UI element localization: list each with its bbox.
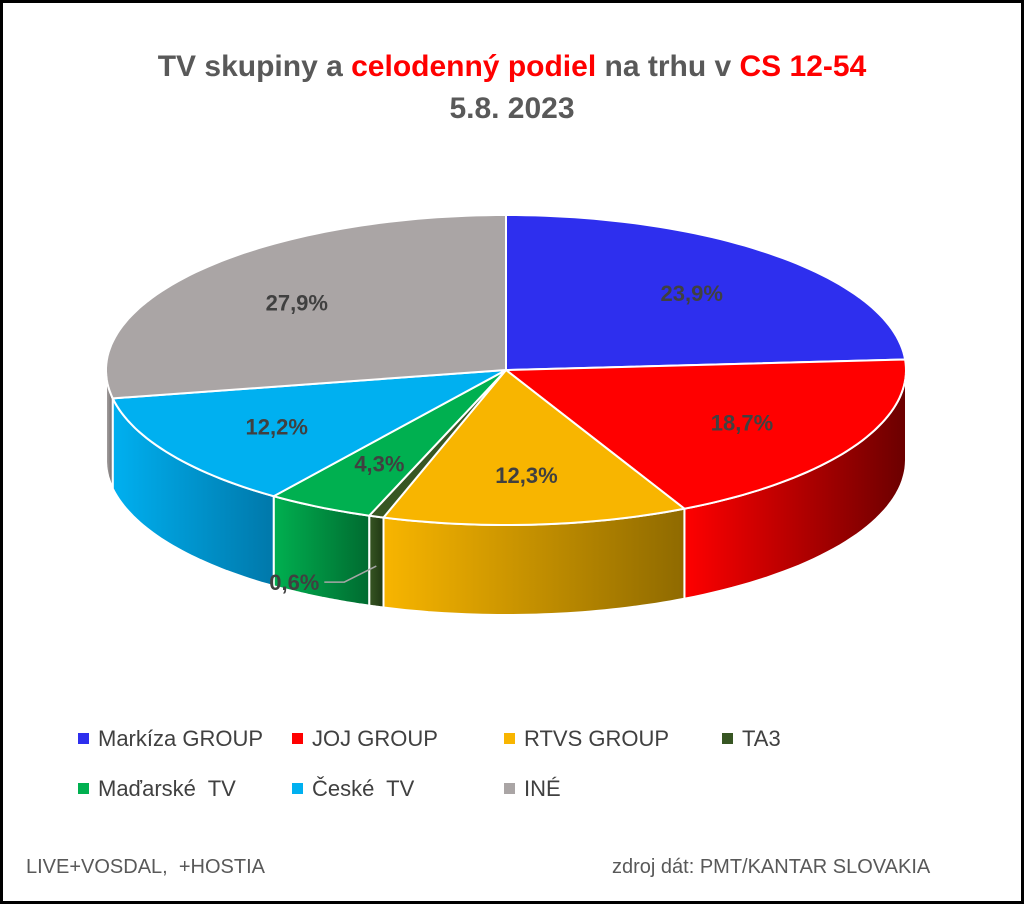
pie-slices (105, 214, 908, 526)
legend-swatch-rtvs-group (504, 733, 515, 744)
legend-item-ine: INÉ (504, 776, 561, 802)
legend-item-ta3: TA3 (722, 726, 781, 752)
pie-slice-ceske-tv (111, 369, 507, 498)
pie-chart: 23,9% 18,7% 12,3% 0,6% 4,3% 12,2% 27,9% (105, 214, 908, 616)
legend-item-joj-group: JOJ GROUP (292, 726, 438, 752)
chart-subtitle-date: 5.8. 2023 (449, 92, 575, 125)
pie-slice-rtvs-group (381, 368, 687, 526)
legend-label-madarske-tv: Maďarské TV (98, 776, 236, 801)
legend-label-joj-group: JOJ GROUP (312, 726, 438, 751)
pie-slice-joj-group (503, 358, 908, 510)
data-label-joj-group: 18,7% (711, 410, 773, 435)
legend-label-ceske-tv: České TV (312, 776, 415, 801)
legend-item-madarske-tv: Maďarské TV (78, 776, 236, 802)
pie-slice-markiza-group (505, 214, 907, 372)
data-label-ta3: 0,6% (269, 570, 319, 595)
legend-item-ceske-tv: České TV (292, 776, 414, 802)
legend-swatch-ine (504, 783, 515, 794)
legend-label-ta3: TA3 (742, 726, 781, 751)
title-highlight-1: celodenný podiel (351, 50, 597, 83)
legend-swatch-markiza-group (78, 733, 89, 744)
legend-swatch-joj-group (292, 733, 303, 744)
title-highlight-2: CS 12-54 (739, 50, 867, 83)
legend-swatch-ceske-tv (292, 783, 303, 794)
chart-title: TV skupiny a celodenný podiel na trhu v … (0, 50, 1024, 84)
footer-source: zdroj dát: PMT/KANTAR SLOVAKIA (612, 856, 931, 878)
title-part-3: na trhu v (596, 50, 740, 83)
legend-label-ine: INÉ (524, 776, 561, 801)
pie-slice-madarske-tv (271, 369, 507, 517)
footer-note: LIVE+VOSDAL, +HOSTIA (26, 856, 265, 878)
legend-swatch-ta3 (722, 733, 733, 744)
legend-swatch-madarske-tv (78, 783, 89, 794)
legend-label-rtvs-group: RTVS GROUP (524, 726, 670, 751)
data-label-markiza-group: 23,9% (661, 281, 723, 306)
pie-side-ta3 (368, 514, 385, 609)
legend-item-rtvs-group: RTVS GROUP (504, 726, 669, 752)
leader-line-ta3 (324, 565, 377, 583)
legend-label-markiza-group: Markíza GROUP (98, 726, 264, 751)
title-part-1: TV skupiny a (157, 50, 352, 83)
data-label-ceske-tv: 12,2% (246, 415, 308, 440)
legend-item-markiza-group: Markíza GROUP (78, 726, 263, 752)
data-label-rtvs-group: 12,3% (495, 463, 557, 488)
legend: Markíza GROUP JOJ GROUP RTVS GROUP TA3 Maďar… (0, 726, 1024, 826)
data-label-madarske-tv: 4,3% (354, 451, 404, 476)
pie-labels: 23,9% 18,7% 12,3% 0,6% 4,3% 12,2% 27,9% (246, 281, 774, 595)
data-label-ine: 27,9% (266, 291, 328, 316)
pie-slice-ine (105, 214, 507, 400)
